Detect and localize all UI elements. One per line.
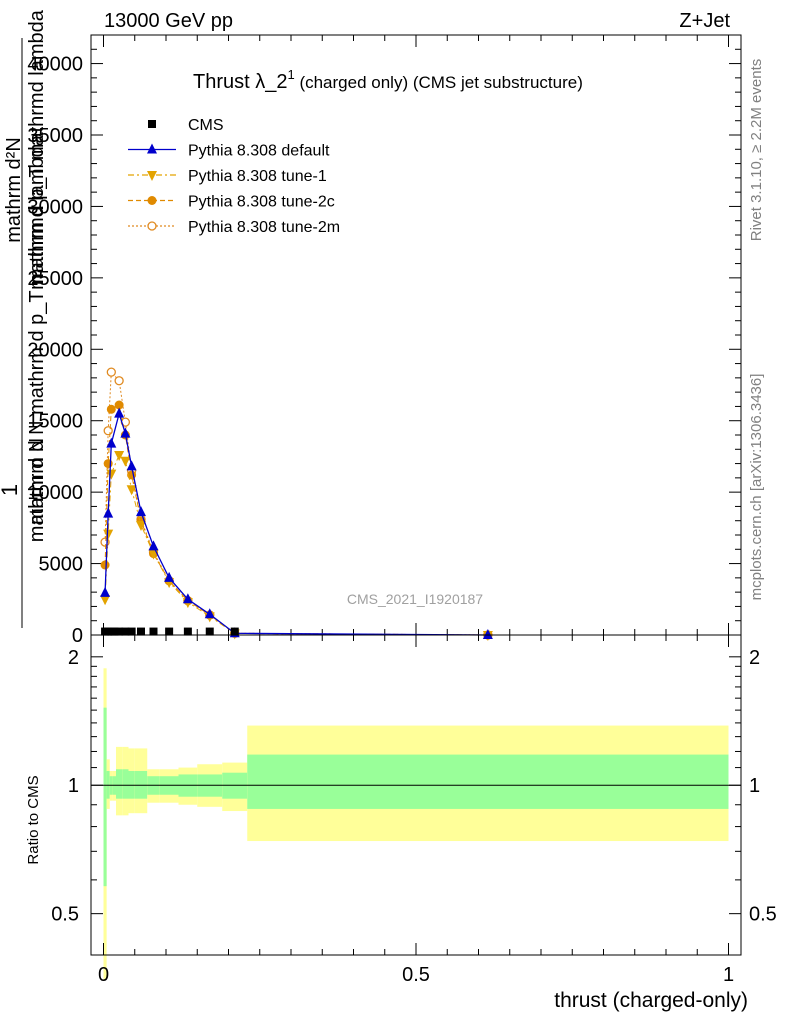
rivet-label: Rivet 3.1.10, ≥ 2.2M events bbox=[748, 59, 765, 242]
ylabel-numerator: mathrm d²N bbox=[3, 137, 25, 243]
ratio-band-inner bbox=[103, 707, 107, 887]
plot-title: Thrust λ_21 (charged only) (CMS jet subs… bbox=[193, 67, 583, 93]
legend-label: Pythia 8.308 default bbox=[188, 143, 330, 160]
data-point bbox=[103, 426, 113, 436]
data-point bbox=[114, 376, 124, 386]
ratio-y-tick-label-right: 2 bbox=[749, 647, 760, 669]
header-process: Z+Jet bbox=[679, 10, 730, 32]
plot-title-rest: (charged only) (CMS jet substructure) bbox=[295, 73, 583, 92]
series-line bbox=[104, 454, 488, 636]
data-point bbox=[106, 469, 117, 480]
legend-label: Pythia 8.308 tune-1 bbox=[188, 168, 327, 185]
data-point bbox=[165, 627, 174, 636]
data-point bbox=[205, 627, 214, 636]
y-tick-label: 20000 bbox=[27, 339, 83, 361]
ratio-y-tick-label-left: 2 bbox=[68, 647, 79, 669]
data-point bbox=[114, 407, 125, 418]
data-point bbox=[120, 427, 131, 438]
y-tick-label: 35000 bbox=[27, 125, 83, 147]
y-tick-label: 25000 bbox=[27, 268, 83, 290]
header-energy: 13000 GeV pp bbox=[104, 10, 233, 32]
ratio-y-axis-label: Ratio to CMS bbox=[25, 775, 42, 864]
ratio-tick-labels: 0.5 0.5 1 1 2 2 0 0.5 1 bbox=[51, 647, 777, 986]
data-point bbox=[106, 367, 116, 377]
ylabel-line2: mathrm d N mathrm d p_T mathrmd lambda bbox=[26, 134, 48, 525]
data-point bbox=[103, 529, 114, 540]
data-point bbox=[114, 451, 125, 461]
x-tick-label: 0.5 bbox=[402, 964, 430, 986]
ratio-y-tick-label-right: 0.5 bbox=[749, 904, 777, 926]
data-point bbox=[103, 459, 113, 469]
y-tick-label: 15000 bbox=[27, 411, 83, 433]
data-point bbox=[149, 627, 158, 636]
data-point bbox=[106, 404, 116, 414]
data-point bbox=[136, 521, 146, 531]
legend-marker bbox=[147, 196, 157, 205]
plot-title-sup: 1 bbox=[287, 67, 294, 82]
data-point bbox=[114, 400, 124, 410]
legend-label: CMS bbox=[188, 117, 224, 134]
ratio-y-tick-label-left: 0.5 bbox=[51, 904, 79, 926]
y-tick-label: 30000 bbox=[27, 196, 83, 218]
data-point bbox=[148, 540, 159, 551]
data-point bbox=[100, 560, 110, 570]
ratio-plot: 0.5 0.5 1 1 2 2 0 0.5 1 bbox=[51, 634, 777, 986]
data-point bbox=[110, 627, 119, 636]
ratio-axis-ticks bbox=[91, 635, 741, 955]
main-plot: 0 5000 10000 15000 20000 25000 30000 35000 40000… bbox=[27, 34, 742, 647]
data-point bbox=[136, 506, 146, 517]
data-point bbox=[183, 627, 192, 636]
main-axis-ticks bbox=[91, 34, 741, 636]
data-point bbox=[100, 586, 111, 597]
ylabel-denominator: mathrm d p_T mathrmd lambda bbox=[26, 9, 48, 290]
plot-title-main: Thrust λ_2 bbox=[193, 71, 287, 93]
main-y-tick-labels: 0 5000 10000 15000 20000 25000 30000 35000 40000 bbox=[27, 54, 83, 647]
y-tick-label: 40000 bbox=[27, 54, 83, 76]
data-point bbox=[482, 629, 493, 639]
legend-marker bbox=[147, 221, 157, 231]
y-tick-label: 0 bbox=[72, 625, 83, 647]
ratio-band-inner bbox=[247, 754, 729, 809]
y-tick-label: 5000 bbox=[39, 554, 84, 576]
data-point bbox=[126, 460, 137, 471]
legend-marker bbox=[148, 120, 156, 128]
x-tick-label: 0 bbox=[98, 964, 109, 986]
data-point bbox=[182, 593, 193, 604]
ratio-y-tick-label-right: 1 bbox=[749, 775, 760, 797]
legend-label: Pythia 8.308 tune-2c bbox=[188, 194, 335, 211]
ylabel-line1: mathrm d N bbox=[26, 438, 48, 542]
x-tick-label: 1 bbox=[723, 964, 734, 986]
data-point bbox=[106, 437, 117, 448]
data-point bbox=[120, 456, 131, 467]
ratio-band-inner bbox=[116, 769, 123, 799]
x-axis-label: thrust (charged-only) bbox=[554, 989, 748, 1012]
data-point bbox=[103, 507, 114, 518]
data-point bbox=[137, 627, 145, 636]
ylabel-one: 1 bbox=[0, 484, 22, 496]
ratio-bands bbox=[91, 668, 741, 980]
data-point bbox=[127, 627, 136, 636]
data-point bbox=[100, 595, 111, 606]
y-tick-label: 10000 bbox=[27, 482, 83, 504]
legend: CMS Pythia 8.308 default Pythia 8.308 tune… bbox=[128, 117, 340, 236]
data-point bbox=[121, 627, 130, 636]
watermark-label: CMS_2021_I1920187 bbox=[347, 591, 483, 607]
data-point bbox=[126, 485, 137, 496]
ratio-y-tick-label-left: 1 bbox=[68, 775, 79, 797]
ratio-band-inner bbox=[122, 769, 129, 799]
legend-label: Pythia 8.308 tune-2m bbox=[188, 219, 340, 236]
main-series bbox=[100, 367, 493, 641]
legend-marker bbox=[147, 171, 157, 181]
main-y-axis-label: 1 mathrm d N mathrm d N mathrm d p_T mat… bbox=[0, 9, 48, 628]
mcplots-label: mcplots.cern.ch [arXiv:1306.3436] bbox=[748, 374, 765, 601]
data-point bbox=[230, 627, 239, 636]
data-point bbox=[164, 571, 175, 582]
legend-marker bbox=[147, 143, 157, 154]
data-point bbox=[204, 608, 215, 619]
data-point bbox=[115, 627, 124, 636]
